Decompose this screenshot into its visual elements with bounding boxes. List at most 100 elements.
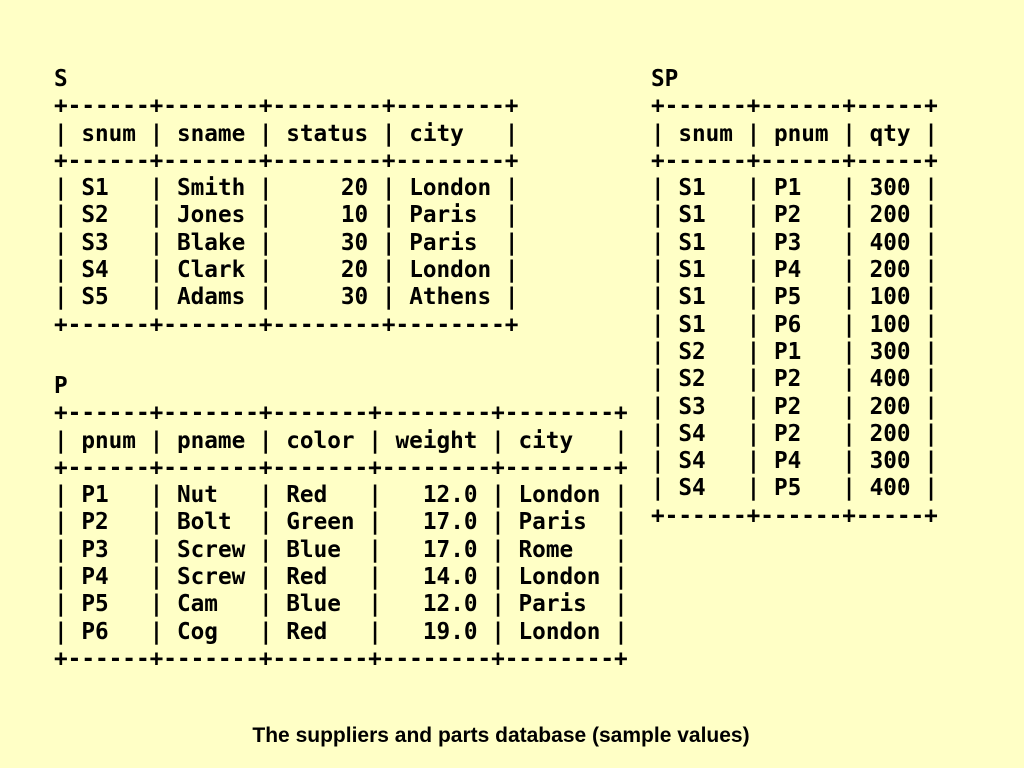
- table-row: | P2 | Bolt | Green | 17.0 | Paris |: [54, 509, 628, 536]
- column-header: pnum: [81, 427, 136, 454]
- table-cell: Paris: [409, 229, 478, 256]
- table-cell: P2: [773, 393, 802, 420]
- table-row: | P6 | Cog | Red | 19.0 | London |: [54, 618, 628, 645]
- table-cell: 12.0: [422, 482, 478, 509]
- table-cell: P3: [81, 536, 109, 563]
- column-header: pnum: [773, 120, 829, 147]
- figure-caption: The suppliers and parts database (sample…: [252, 724, 750, 747]
- column-header: snum: [678, 120, 733, 147]
- table-cell: 300: [869, 338, 911, 365]
- table-cell: London: [518, 618, 601, 645]
- column-header: city: [518, 427, 574, 454]
- table-cell: P1: [773, 175, 802, 202]
- table-cell: 400: [869, 475, 911, 502]
- table-row: | S2 | P1 | 300 |: [651, 338, 938, 365]
- table-cell: Paris: [518, 509, 587, 536]
- table-cell: Athens: [409, 284, 492, 311]
- table-row: | P5 | Cam | Blue | 12.0 | Paris |: [54, 591, 628, 618]
- table-cell: London: [409, 175, 492, 202]
- table-cell: 19.0: [422, 618, 478, 645]
- table-cell: 17.0: [422, 509, 478, 536]
- table-cell: 12.0: [422, 591, 478, 618]
- table-cell: P1: [773, 338, 802, 365]
- table-row: | S5 | Adams | 30 | Athens |: [54, 284, 519, 311]
- table-cell: 100: [869, 311, 911, 338]
- table-name: P: [54, 373, 68, 399]
- table-cell: Blue: [286, 536, 341, 563]
- table-cell: S1: [678, 311, 706, 338]
- column-header: color: [286, 427, 355, 454]
- table-cell: P3: [773, 229, 802, 256]
- table-cell: Rome: [518, 536, 574, 563]
- table-cell: P5: [81, 591, 109, 618]
- table-cell: S1: [678, 229, 706, 256]
- table-row: | S4 | P2 | 200 |: [651, 420, 938, 447]
- column-header: status: [286, 120, 369, 147]
- table-cell: Blake: [176, 229, 246, 256]
- table-cell: Paris: [409, 202, 478, 229]
- table-cell: P5: [773, 475, 802, 502]
- table-cell: S3: [81, 229, 109, 256]
- table-row: | S4 | Clark | 20 | London |: [54, 257, 519, 284]
- table-cell: P6: [773, 311, 802, 338]
- table-row: | S1 | Smith | 20 | London |: [54, 175, 519, 202]
- table-cell: Screw: [176, 536, 246, 563]
- table-cell: 10: [340, 202, 369, 229]
- table-row: | S1 | P6 | 100 |: [651, 311, 938, 338]
- table-cell: S4: [81, 257, 109, 284]
- table-sp: SP +------+------+-----+ | snum | pnum |…: [651, 66, 938, 529]
- table-cell: S3: [678, 393, 706, 420]
- table-row: | P4 | Screw | Red | 14.0 | London |: [54, 564, 628, 591]
- table-cell: S1: [678, 202, 706, 229]
- table-cell: Paris: [518, 591, 587, 618]
- table-cell: S4: [678, 475, 706, 502]
- table-cell: P4: [81, 564, 109, 591]
- table-cell: Clark: [176, 257, 246, 284]
- table-cell: Jones: [176, 202, 246, 229]
- table-cell: 300: [869, 448, 911, 475]
- column-header: weight: [395, 427, 478, 454]
- table-row: | S4 | P4 | 300 |: [651, 448, 938, 475]
- table-cell: S4: [678, 420, 706, 447]
- table-cell: S4: [678, 448, 706, 475]
- table-cell: Blue: [286, 591, 341, 618]
- table-cell: London: [518, 564, 601, 591]
- table-cell: S1: [678, 257, 706, 284]
- table-row: | S3 | Blake | 30 | Paris |: [54, 229, 519, 256]
- table-cell: Smith: [176, 175, 246, 202]
- table-cell: 20: [340, 257, 369, 284]
- table-cell: 100: [869, 284, 911, 311]
- table-cell: S2: [81, 202, 109, 229]
- table-cell: P2: [773, 420, 802, 447]
- table-cell: 400: [869, 366, 911, 393]
- table-name: SP: [651, 66, 679, 92]
- table-cell: Cam: [176, 591, 218, 618]
- table-cell: Red: [286, 482, 328, 509]
- table-cell: 30: [340, 284, 369, 311]
- table-row: | S1 | P5 | 100 |: [651, 284, 938, 311]
- table-cell: 200: [869, 420, 911, 447]
- table-cell: P4: [773, 448, 802, 475]
- table-cell: S5: [81, 284, 109, 311]
- table-row: | S4 | P5 | 400 |: [651, 475, 938, 502]
- table-row: | S1 | P3 | 400 |: [651, 229, 938, 256]
- table-cell: Nut: [176, 482, 218, 509]
- table-row: | P1 | Nut | Red | 12.0 | London |: [54, 482, 628, 509]
- column-header: pname: [176, 427, 246, 454]
- table-p: P +------+-------+-------+--------+-----…: [54, 373, 628, 672]
- table-cell: P2: [81, 509, 109, 536]
- table-cell: London: [518, 482, 601, 509]
- table-cell: 200: [869, 202, 911, 229]
- table-row: | S2 | Jones | 10 | Paris |: [54, 202, 519, 229]
- table-cell: Adams: [176, 284, 246, 311]
- table-row: | P3 | Screw | Blue | 17.0 | Rome |: [54, 536, 628, 563]
- table-cell: P2: [773, 202, 802, 229]
- table-cell: P4: [773, 257, 802, 284]
- table-cell: Screw: [176, 564, 246, 591]
- table-cell: Cog: [176, 618, 218, 645]
- column-header: qty: [869, 120, 911, 147]
- table-cell: 14.0: [422, 564, 478, 591]
- table-cell: P5: [773, 284, 802, 311]
- table-name: S: [54, 66, 68, 92]
- table-cell: 200: [869, 257, 911, 284]
